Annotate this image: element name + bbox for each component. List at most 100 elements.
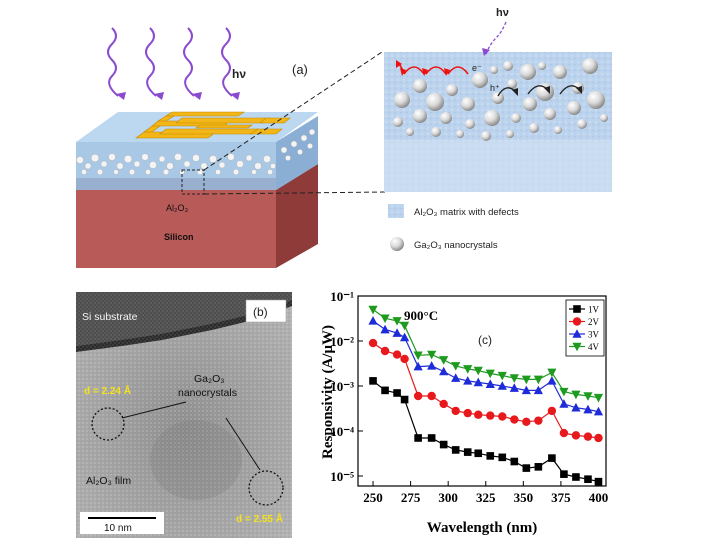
hv-label-left: hν xyxy=(232,67,246,81)
data-point-4V xyxy=(593,393,604,403)
data-point-2V xyxy=(392,350,402,359)
al2o3-side xyxy=(276,116,318,190)
data-point-1V xyxy=(400,395,409,404)
scale-bar-label: 10 nm xyxy=(104,523,132,534)
data-point-3V xyxy=(392,328,402,337)
hole-label: h⁺ xyxy=(490,83,500,93)
x-tick-label: 325 xyxy=(476,490,496,505)
nanocrystals-label-1: Ga₂O₃ xyxy=(194,373,225,385)
y-tick-label: 10⁻⁴ xyxy=(330,424,354,439)
nanocrystal-circle-2 xyxy=(248,470,284,506)
data-point-1V xyxy=(451,446,460,454)
data-point-4V xyxy=(463,365,473,374)
x-axis-label: Wavelength (nm) xyxy=(427,520,537,536)
legend-marker-2V xyxy=(572,317,582,326)
data-point-4V xyxy=(413,351,423,361)
legend-marker-1V xyxy=(573,305,581,313)
data-point-3V xyxy=(509,383,519,392)
legend-label-4V: 4V xyxy=(588,342,600,352)
data-point-2V xyxy=(474,410,483,419)
zoomed-inset: hν e⁻ h⁺ xyxy=(384,7,612,192)
x-tick-label: 250 xyxy=(363,490,383,505)
data-point-3V xyxy=(439,366,449,376)
data-point-3V xyxy=(427,361,437,370)
al2o3-film-label: Al₂O₃ film xyxy=(86,475,131,487)
data-point-1V xyxy=(522,464,531,472)
y-axis-label: Responsivity (A/μW) xyxy=(320,325,336,459)
silicon-side xyxy=(276,164,318,268)
zoom-region xyxy=(181,169,205,195)
nanocrystal-swatch xyxy=(390,237,404,251)
series-line-3V xyxy=(372,320,599,413)
data-point-2V xyxy=(498,412,507,421)
silicon-label: Silicon xyxy=(164,232,194,242)
data-point-2V xyxy=(522,417,531,427)
legend-label-3V: 3V xyxy=(588,330,600,340)
panel-b-tem: Si substrate (b) d = 2.24 Å Ga₂O₃ nanocr… xyxy=(76,292,292,538)
photon-waves xyxy=(107,27,233,97)
data-point-3V xyxy=(497,381,507,390)
nanocrystal-legend-label: Ga₂O₃ nanocrystals xyxy=(414,240,498,251)
nanocrystals-label-2: nanocrystals xyxy=(178,387,237,399)
data-point-1V xyxy=(369,377,377,385)
data-point-4V xyxy=(473,366,483,376)
temperature-annotation: 900°C xyxy=(404,308,438,323)
data-point-1V xyxy=(427,434,436,442)
data-point-4V xyxy=(392,317,402,326)
data-point-1V xyxy=(439,440,448,449)
matrix-legend-label: Al₂O₃ matrix with defects xyxy=(414,207,519,218)
inset-nanocrystals xyxy=(393,58,608,141)
panel-b-label: (b) xyxy=(253,305,268,319)
data-point-4V xyxy=(451,362,461,371)
data-point-1V xyxy=(381,386,389,395)
data-point-2V xyxy=(571,431,581,440)
x-tick-label: 300 xyxy=(438,490,458,505)
data-point-1V xyxy=(548,454,556,462)
data-point-2V xyxy=(451,406,460,416)
interdigitated-electrode xyxy=(135,111,291,139)
data-point-4V xyxy=(521,375,531,385)
data-point-3V xyxy=(571,402,581,412)
legend-marker-4V xyxy=(572,342,582,352)
data-point-2V xyxy=(368,338,378,348)
y-tick-label: 10⁻² xyxy=(330,334,354,349)
data-point-4V xyxy=(571,390,581,400)
data-point-4V xyxy=(559,387,569,397)
x-tick-label: 375 xyxy=(551,490,571,505)
data-point-1V xyxy=(414,434,422,442)
data-point-2V xyxy=(486,411,495,420)
panel-c-chart: 250 275 300 325 350 375 400 10⁻⁵ 10⁻⁴ 10⁻³ 10⁻² 10⁻… xyxy=(320,289,608,536)
data-point-4V xyxy=(497,371,507,381)
x-tick-label: 350 xyxy=(514,490,534,505)
data-point-2V xyxy=(559,428,569,438)
d-spacing-2: d = 2.55 Å xyxy=(236,512,283,525)
nanocrystal-circle-1 xyxy=(91,407,125,441)
panel-a-device: hν (a) xyxy=(76,27,387,268)
data-point-3V xyxy=(451,373,461,382)
data-point-1V xyxy=(534,463,543,471)
data-point-1V xyxy=(474,449,483,458)
data-point-1V xyxy=(510,457,519,466)
data-point-4V xyxy=(368,305,378,315)
y-tick-label: 10⁻⁵ xyxy=(330,469,354,484)
data-point-3V xyxy=(399,332,410,342)
al2o3-layer-label: Al₂O₃ xyxy=(166,203,188,213)
data-point-2V xyxy=(413,391,423,401)
data-point-2V xyxy=(400,354,409,364)
legend-label-1V: 1V xyxy=(588,305,600,315)
data-point-3V xyxy=(380,324,390,334)
x-tick-label: 275 xyxy=(401,490,421,505)
data-point-2V xyxy=(547,406,557,416)
data-point-4V xyxy=(583,392,593,401)
data-point-4V xyxy=(399,321,410,331)
data-point-4V xyxy=(533,375,543,385)
data-point-4V xyxy=(427,350,437,360)
data-point-1V xyxy=(560,470,568,478)
data-point-4V xyxy=(547,368,557,378)
data-point-1V xyxy=(486,452,495,460)
data-point-3V xyxy=(583,404,593,414)
legend-label-2V: 2V xyxy=(588,317,600,327)
data-point-3V xyxy=(559,399,569,408)
si-substrate-label: Si substrate xyxy=(82,311,138,323)
data-point-2V xyxy=(380,346,390,356)
